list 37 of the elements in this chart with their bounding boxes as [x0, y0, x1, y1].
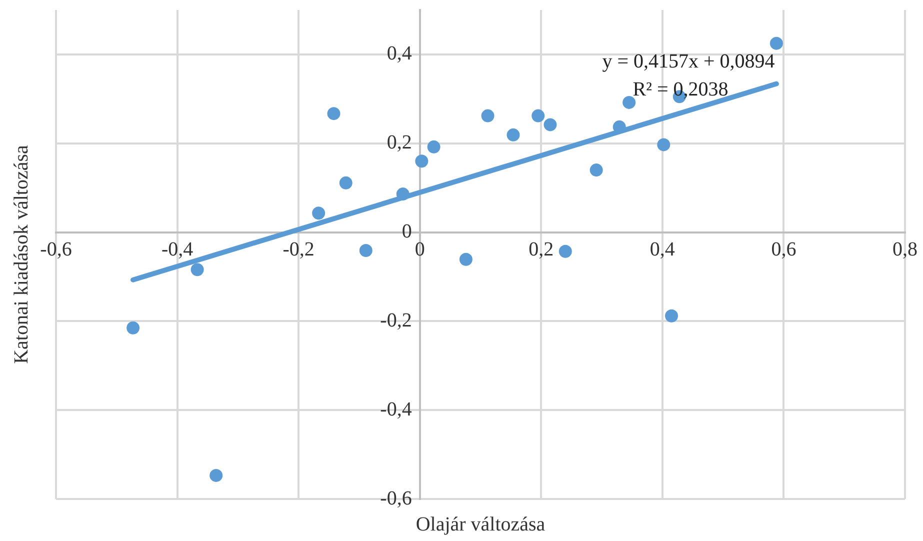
point: [415, 154, 428, 168]
point: [558, 244, 572, 258]
point: [339, 176, 352, 190]
point: [359, 244, 372, 257]
y-tick-label: 0,2: [386, 132, 412, 154]
y-tick-label: 0,4: [386, 42, 412, 65]
point: [665, 309, 678, 322]
point: [210, 468, 223, 482]
x-tick-label: 0,4: [650, 238, 675, 261]
annotation: R² = 0,2038: [632, 78, 728, 100]
point: [770, 36, 783, 50]
point: [506, 128, 520, 142]
point: [459, 252, 472, 266]
y-tick-label: -0,2: [380, 309, 412, 332]
y-tick-label: 0: [402, 220, 412, 243]
annotation: y = 0,4157x + 0,0894: [602, 50, 775, 72]
y-axis-title: Katonai kiadások változása: [10, 144, 32, 364]
point: [327, 107, 340, 120]
x-axis-title: Olajár változása: [416, 513, 546, 536]
point: [481, 109, 494, 122]
point: [532, 109, 545, 122]
y-tick-label: -0,6: [380, 487, 412, 510]
point: [622, 96, 636, 109]
x-tick-label: -0,6: [40, 238, 72, 261]
x-tick-label: 0,6: [771, 238, 796, 261]
point: [427, 140, 440, 154]
x-tick-label: -0,4: [161, 238, 194, 261]
point: [544, 118, 557, 132]
x-tick-label: 0,8: [892, 238, 918, 261]
point: [657, 138, 670, 152]
point: [190, 263, 204, 276]
x-tick-label: 0,2: [528, 238, 554, 261]
point: [590, 164, 603, 177]
point: [312, 206, 326, 220]
x-tick-label: -0,2: [282, 238, 314, 261]
y-tick-label: -0,4: [380, 398, 412, 420]
point: [126, 321, 140, 334]
